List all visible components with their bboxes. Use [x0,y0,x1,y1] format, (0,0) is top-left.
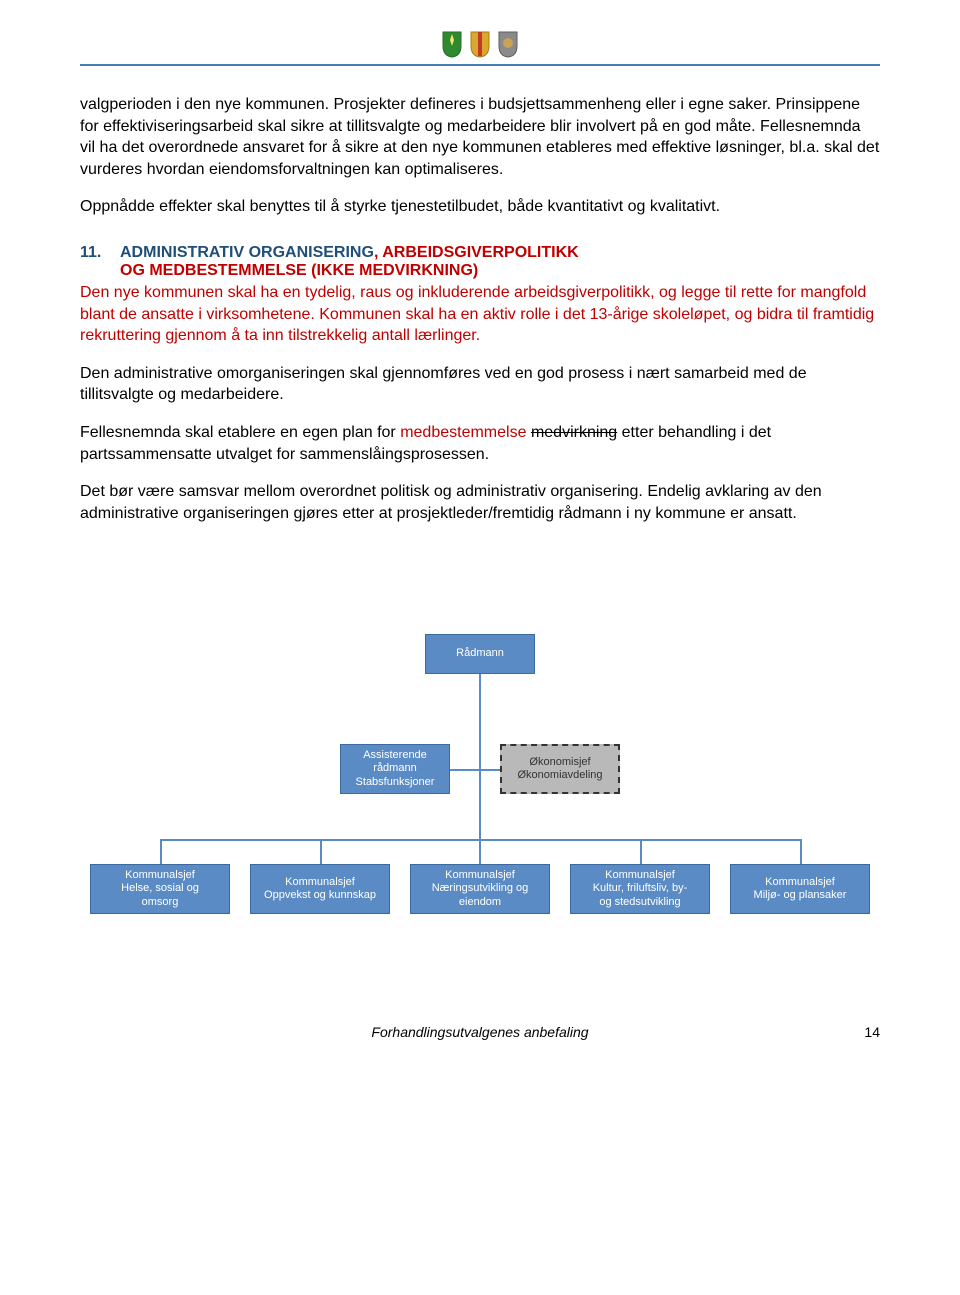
org-box-bottom-2: Kommunalsjef Næringsutvikling og eiendom [410,864,550,914]
section-title-red-1: , ARBEIDSGIVERPOLITIKK [374,244,579,261]
org-label: Kultur, friluftsliv, by- [577,882,703,896]
org-box-bottom-3: Kommunalsjef Kultur, friluftsliv, by- og… [570,864,710,914]
org-line [800,839,802,864]
org-box-radmann: Rådmann [425,634,535,674]
org-label: Økonomiavdeling [508,769,612,783]
org-chart: Rådmann Assisterende rådmann Stabsfunksj… [80,634,880,974]
org-line [640,839,642,864]
org-box-assisterende: Assisterende rådmann Stabsfunksjoner [340,744,450,794]
org-line [479,839,481,864]
section-title-red-2: OG MEDBESTEMMELSE (IKKE MEDVIRKNING) [120,262,478,279]
header-rule [80,64,880,66]
shield-icon-1 [441,30,463,58]
paragraph-2: Oppnådde effekter skal benyttes til å st… [80,196,880,218]
p4-d-strike: medvirkning [531,424,617,441]
page-number: 14 [840,1024,880,1040]
shield-icon-3 [497,30,519,58]
org-box-okonomisjef: Økonomisjef Økonomiavdeling [500,744,620,794]
org-box-bottom-4: Kommunalsjef Miljø- og plansaker [730,864,870,914]
org-line [480,769,500,771]
org-line [479,674,481,839]
org-line [320,839,322,864]
p4-b-red: medbestemmelse [400,424,526,441]
org-label: Rådmann [432,647,528,661]
org-label: eiendom [417,896,543,910]
p4-a: Fellesnemnda skal etablere en egen plan … [80,424,400,441]
org-box-bottom-0: Kommunalsjef Helse, sosial og omsorg [90,864,230,914]
org-label: Assisterende [347,749,443,763]
paragraph-3: Den administrative omorganiseringen skal… [80,363,880,406]
paragraph-4: Fellesnemnda skal etablere en egen plan … [80,422,880,465]
org-label: Oppvekst og kunnskap [257,889,383,903]
org-label: Stabsfunksjoner [347,776,443,790]
org-label: Økonomisjef [508,756,612,770]
shield-icon-2 [469,30,491,58]
org-line [160,839,162,864]
org-box-bottom-1: Kommunalsjef Oppvekst og kunnskap [250,864,390,914]
org-label: Næringsutvikling og [417,882,543,896]
org-label: omsorg [97,896,223,910]
section-11-heading: 11. ADMINISTRATIV ORGANISERING, ARBEIDSG… [80,244,880,280]
paragraph-5: Det bør være samsvar mellom overordnet p… [80,481,880,524]
org-label: Kommunalsjef [257,876,383,890]
org-label: rådmann [347,762,443,776]
header-logos [80,30,880,58]
section-number: 11. [80,244,120,262]
footer-center-text: Forhandlingsutvalgenes anbefaling [120,1024,840,1040]
org-label: Miljø- og plansaker [737,889,863,903]
org-label: Kommunalsjef [737,876,863,890]
section-title-black: ADMINISTRATIV ORGANISERING [120,244,374,261]
red-paragraph: Den nye kommunen skal ha en tydelig, rau… [80,282,880,347]
org-line [450,769,480,771]
page-footer: Forhandlingsutvalgenes anbefaling 14 [80,1024,880,1040]
org-label: Helse, sosial og [97,882,223,896]
paragraph-1: valgperioden i den nye kommunen. Prosjek… [80,94,880,180]
org-label: Kommunalsjef [97,869,223,883]
org-label: Kommunalsjef [417,869,543,883]
org-label: Kommunalsjef [577,869,703,883]
org-label: og stedsutvikling [577,896,703,910]
